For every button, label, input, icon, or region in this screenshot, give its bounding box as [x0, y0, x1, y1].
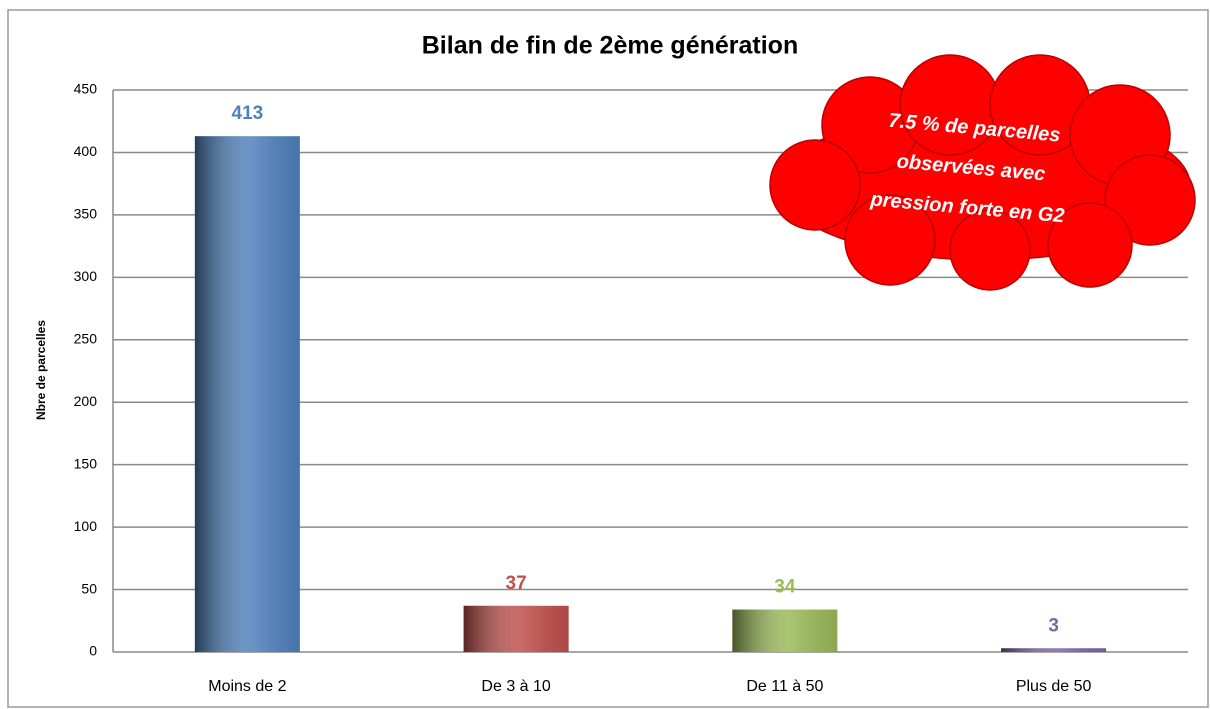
value-label: 3: [1048, 615, 1059, 636]
y-tick-label: 450: [74, 81, 98, 97]
y-tick-label: 0: [89, 643, 97, 659]
bar: [732, 609, 838, 652]
y-tick-label: 350: [74, 206, 98, 222]
value-label: 413: [232, 103, 264, 124]
x-tick-label: De 3 à 10: [481, 678, 550, 695]
frame: [7, 9, 1209, 708]
x-tick-label: Plus de 50: [1016, 678, 1092, 695]
bar: [1001, 648, 1107, 652]
y-tick-label: 200: [74, 393, 98, 409]
y-tick-label: 100: [74, 518, 98, 534]
chart-title: Bilan de fin de 2ème génération: [422, 32, 798, 60]
y-tick-label: 150: [74, 455, 98, 471]
bar: [194, 136, 300, 653]
bar: [463, 605, 569, 652]
y-tick-label: 400: [74, 143, 98, 159]
y-tick-label: 50: [81, 580, 97, 596]
value-label: 37: [506, 573, 527, 594]
y-tick-label: 300: [74, 268, 98, 284]
x-tick-label: De 11 à 50: [746, 678, 823, 695]
x-tick-label: Moins de 2: [208, 678, 286, 695]
y-axis-label: Nbre de parcelles: [34, 320, 48, 420]
y-tick-label: 250: [74, 330, 98, 346]
value-label: 34: [774, 577, 796, 598]
